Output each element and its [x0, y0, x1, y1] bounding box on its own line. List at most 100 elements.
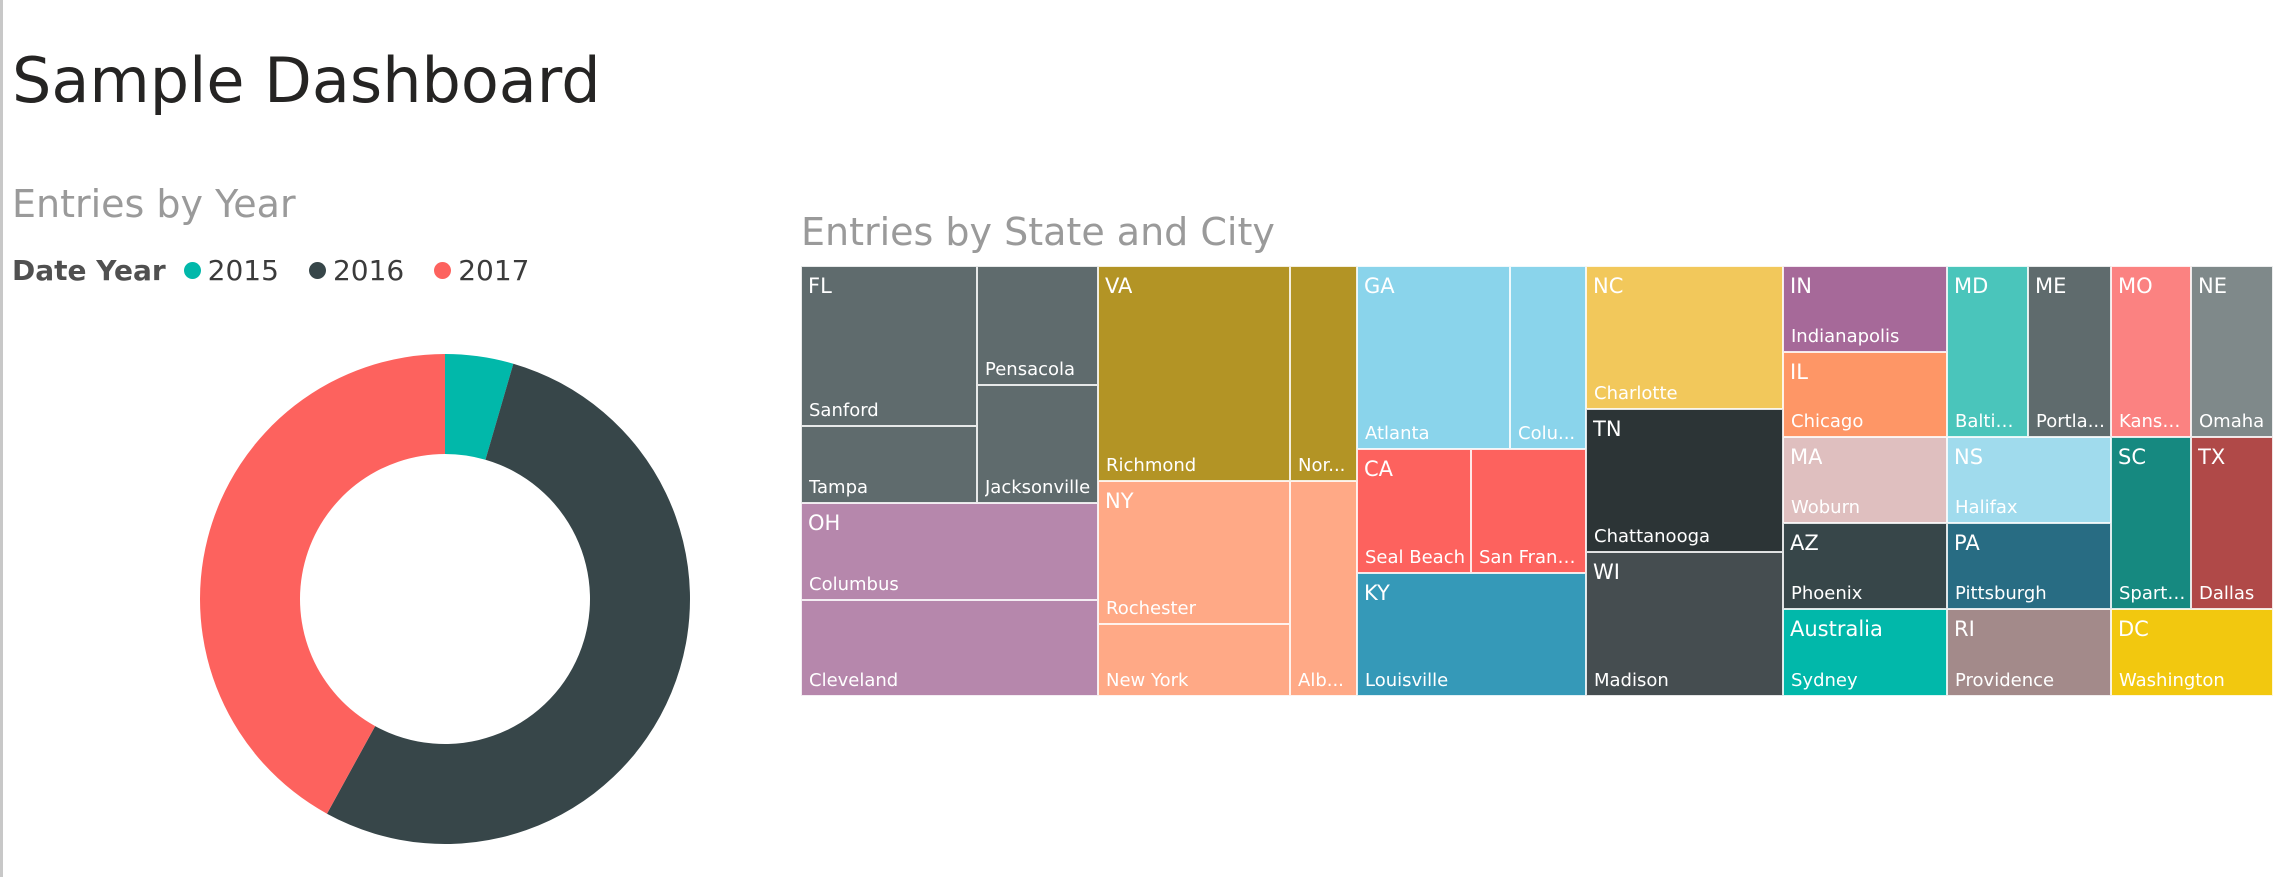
treemap-cell[interactable]: Kansa... — [2111, 266, 2191, 437]
treemap-state-label: VA — [1105, 274, 1133, 298]
treemap-cell[interactable]: Indianapolis — [1783, 266, 1947, 352]
treemap-group-ne: Omaha NE — [2191, 266, 2273, 437]
treemap-city-label: Providence — [1955, 670, 2055, 691]
treemap-city-label: Woburn — [1791, 497, 1861, 518]
treemap-city-label: Charlotte — [1594, 383, 1678, 404]
treemap-group-nc: Charlotte NC — [1586, 266, 1783, 409]
treemap-group-ga: Atlanta Colu... GA — [1357, 266, 1586, 449]
treemap-city-label: Chattanooga — [1594, 526, 1711, 547]
treemap-cell[interactable]: Woburn — [1783, 437, 1947, 523]
donut-legend: Date Year 2015 2016 2017 — [12, 250, 559, 290]
treemap-cell[interactable]: Omaha — [2191, 266, 2273, 437]
treemap-city-label: Portla... — [2036, 411, 2105, 432]
treemap-cell[interactable]: Sydney — [1783, 609, 1947, 696]
legend-dot — [434, 261, 452, 279]
treemap-state-label: DC — [2118, 617, 2149, 641]
treemap-city-label: Richmond — [1106, 455, 1197, 476]
treemap-cell[interactable]: Phoenix — [1783, 523, 1947, 609]
treemap-group-tn: Chattanooga TN — [1586, 409, 1783, 552]
treemap-cell[interactable]: Charlotte — [1586, 266, 1783, 409]
treemap-group-pa: Pittsburgh PA — [1947, 523, 2111, 609]
treemap-cell[interactable]: Portla... — [2028, 266, 2111, 437]
treemap-group-va: Richmond Nor... VA — [1098, 266, 1357, 481]
legend-dot — [308, 261, 326, 279]
treemap-city-label: Colu... — [1518, 423, 1576, 444]
treemap-state-label: AZ — [1790, 531, 1819, 555]
treemap-state-label: MD — [1954, 274, 1989, 298]
treemap-cell[interactable]: Chattanooga — [1586, 409, 1783, 552]
treemap-cell[interactable]: Dallas — [2191, 437, 2273, 609]
treemap-group-ns: Halifax NS — [1947, 437, 2111, 523]
treemap-state-label: Australia — [1790, 617, 1883, 641]
treemap-city-label: New York — [1106, 670, 1189, 691]
treemap-group-il: Chicago IL — [1783, 352, 1947, 437]
treemap-cell[interactable]: Atlanta — [1357, 266, 1510, 449]
treemap-cell[interactable]: New York — [1098, 624, 1290, 696]
treemap-cell[interactable]: Baltim... — [1947, 266, 2028, 437]
treemap-city-label: Madison — [1594, 670, 1669, 691]
treemap-city-label: Washington — [2119, 670, 2225, 691]
treemap-cell[interactable]: Alb... — [1290, 481, 1357, 696]
page-title: Sample Dashboard — [12, 44, 601, 117]
treemap-group-australia: Sydney Australia — [1783, 609, 1947, 696]
treemap-group-me: Portla... ME — [2028, 266, 2111, 437]
treemap-cell[interactable]: Richmond — [1098, 266, 1290, 481]
treemap-cell[interactable]: Colu... — [1510, 266, 1586, 449]
treemap-group-ky: Louisville KY — [1357, 573, 1586, 696]
treemap-state-label: KY — [1364, 581, 1390, 605]
treemap-group-in: Indianapolis IN — [1783, 266, 1947, 352]
treemap-city-label: Halifax — [1955, 497, 2018, 518]
treemap-state-label: TN — [1593, 417, 1622, 441]
treemap-state-label: IL — [1790, 360, 1808, 384]
treemap-group-md: Baltim... MD — [1947, 266, 2028, 437]
donut-slice-2015[interactable] — [445, 354, 514, 460]
treemap-city-label: Rochester — [1106, 598, 1196, 619]
treemap-cell[interactable]: Nor... — [1290, 266, 1357, 481]
treemap-cell[interactable]: Chicago — [1783, 352, 1947, 437]
treemap-group-ma: Woburn MA — [1783, 437, 1947, 523]
treemap-state-label: PA — [1954, 531, 1980, 555]
treemap-city-label: Kansa... — [2119, 411, 2186, 432]
donut-slice-2017[interactable] — [200, 354, 445, 814]
treemap-cell[interactable]: Providence — [1947, 609, 2111, 696]
treemap-city-label: Sydney — [1791, 670, 1858, 691]
legend-item-2016[interactable]: 2016 — [308, 253, 405, 287]
treemap-state-label: CA — [1364, 457, 1394, 481]
treemap-group-dc: Washington DC — [2111, 609, 2273, 696]
treemap-cell[interactable]: Pittsburgh — [1947, 523, 2111, 609]
treemap-cell[interactable]: Jacksonville — [977, 385, 1098, 503]
legend-item-2015[interactable]: 2015 — [183, 253, 279, 287]
treemap-cell[interactable]: Seal Beach — [1357, 449, 1471, 573]
treemap-city-label: Pittsburgh — [1955, 583, 2047, 604]
legend-item-2017[interactable]: 2017 — [434, 254, 529, 287]
treemap-cell[interactable]: Pensacola — [977, 266, 1098, 385]
left-border — [0, 0, 3, 877]
treemap-cell[interactable]: Rochester — [1098, 481, 1290, 624]
treemap-state-label: MO — [2118, 274, 2153, 298]
donut-chart — [200, 354, 690, 844]
treemap-state-label: RI — [1954, 617, 1975, 641]
treemap-state-label: WI — [1593, 560, 1620, 584]
treemap-group-ca: Seal Beach San Franci... CA — [1357, 449, 1586, 573]
legend-label: 2016 — [332, 253, 405, 287]
treemap-cell[interactable]: Louisville — [1357, 573, 1586, 696]
treemap-city-label: Chicago — [1791, 411, 1864, 432]
treemap-group-sc: Sparta... SC — [2111, 437, 2191, 609]
treemap-state-label: ME — [2035, 274, 2067, 298]
treemap-cell[interactable]: Halifax — [1947, 437, 2111, 523]
treemap-cell[interactable]: Sparta... — [2111, 437, 2191, 609]
legend-title: Date Year — [12, 253, 166, 287]
treemap-group-az: Phoenix AZ — [1783, 523, 1947, 609]
treemap-city-label: Jacksonville — [985, 477, 1091, 498]
treemap-cell[interactable]: Washington — [2111, 609, 2273, 696]
legend-dot — [183, 261, 201, 279]
treemap-cell[interactable]: San Franci... — [1471, 449, 1586, 573]
treemap-state-label: NC — [1593, 274, 1624, 298]
donut-slice-2016[interactable] — [326, 363, 690, 844]
treemap-city-label: Pensacola — [985, 359, 1076, 380]
treemap-cell[interactable]: Madison — [1586, 552, 1783, 696]
treemap-state-label: GA — [1364, 274, 1395, 298]
treemap-group-ny: Rochester New York Alb... NY — [1098, 481, 1357, 696]
legend-label: 2015 — [207, 253, 279, 287]
